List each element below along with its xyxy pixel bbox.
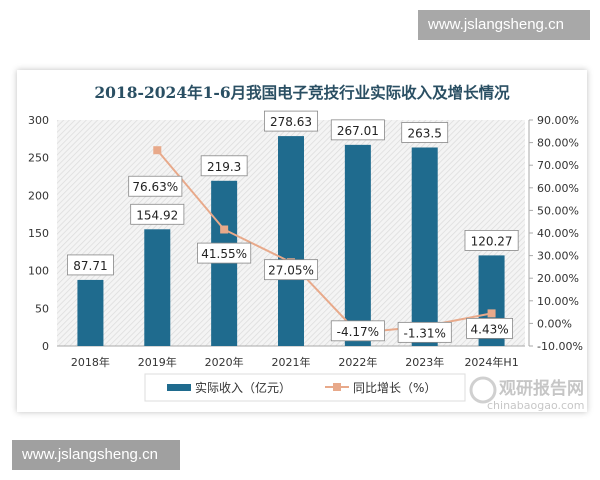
bar-data-label-box	[330, 119, 385, 141]
growth-data-label-box	[330, 320, 385, 342]
watermark-bottom: www.jslangsheng.cn	[12, 440, 180, 470]
left-tick-label: 0	[42, 340, 49, 353]
x-tick-label: 2018年	[71, 355, 110, 369]
left-tick-label: 150	[28, 227, 49, 240]
x-tick-label: 2021年	[272, 355, 311, 369]
legend-bar-swatch	[167, 384, 191, 391]
growth-data-label-box	[197, 242, 252, 264]
x-tick-label: 2022年	[338, 355, 377, 369]
right-tick-label: 50.00%	[537, 204, 579, 217]
growth-data-label: 4.43%	[471, 322, 509, 336]
bar-data-label: 267.01	[337, 124, 379, 138]
legend-bar-label: 实际收入（亿元）	[195, 380, 291, 395]
bar-data-label: 87.71	[73, 259, 107, 273]
growth-marker	[153, 146, 162, 155]
logo-watermark: 观研报告网 chinabaogao.com	[469, 376, 585, 412]
legend-line-label: 同比增长（%）	[353, 381, 436, 395]
growth-data-label-box	[263, 259, 318, 281]
growth-data-label: 76.63%	[132, 180, 178, 194]
right-tick-label: 40.00%	[537, 227, 579, 240]
left-tick-label: 50	[35, 302, 49, 315]
bar	[344, 144, 371, 346]
growth-data-label-box	[128, 175, 183, 197]
right-tick-label: 80.00%	[537, 137, 579, 150]
right-tick-label: 60.00%	[537, 182, 579, 195]
x-tick-label: 2020年	[205, 355, 244, 369]
bar	[411, 147, 438, 346]
logo-name: 观研报告网	[498, 378, 584, 399]
watermark-top: www.jslangsheng.cn	[418, 10, 590, 40]
growth-data-label: 27.05%	[268, 264, 314, 278]
growth-data-label: 41.55%	[201, 247, 247, 261]
left-tick-label: 100	[28, 265, 49, 278]
legend-line-swatch	[333, 383, 341, 391]
bar-data-label-box	[130, 203, 185, 225]
chart-title: 2018-2024年1-6月我国电子竞技行业实际收入及增长情况	[94, 83, 510, 102]
bar-data-label: 219.3	[207, 160, 241, 174]
chart: 2018-2024年1-6月我国电子竞技行业实际收入及增长情况 0 50 100 15…	[28, 83, 585, 412]
bar-data-label-box	[464, 229, 519, 251]
bar-data-label-box	[401, 122, 449, 143]
bar-data-label: 154.92	[136, 208, 178, 222]
bar	[278, 136, 304, 346]
bar	[77, 279, 104, 346]
x-tick-label: 2019年	[138, 355, 177, 369]
legend: 实际收入（亿元） 同比增长（%）	[144, 373, 466, 402]
right-tick-label: -10.00%	[537, 340, 583, 353]
right-tick-label: 70.00%	[537, 159, 579, 172]
x-tick-label: 2024年H1	[464, 355, 518, 369]
chart-card: 2018-2024年1-6月我国电子竞技行业实际收入及增长情况 0 50 100 15…	[17, 70, 587, 412]
growth-data-label-box	[397, 321, 452, 343]
growth-data-label: -1.31%	[403, 326, 445, 340]
bar-data-label-box	[263, 110, 318, 132]
bar-data-label: 278.63	[270, 115, 312, 129]
right-tick-label: 30.00%	[537, 250, 579, 263]
right-tick-label: 20.00%	[537, 272, 579, 285]
bar-data-label: 263.5	[408, 126, 442, 140]
growth-marker	[487, 309, 496, 318]
bar-data-label: 120.27	[471, 234, 513, 248]
left-tick-label: 200	[28, 189, 49, 202]
right-tick-label: 90.00%	[537, 114, 579, 127]
growth-data-label: -4.17%	[337, 325, 379, 339]
growth-marker	[220, 225, 229, 234]
right-tick-label: 0.00%	[537, 317, 572, 330]
logo-url: chinabaogao.com	[487, 399, 585, 412]
left-tick-label: 300	[28, 114, 49, 127]
bar	[144, 229, 171, 346]
bar-data-label-box	[200, 155, 248, 177]
left-tick-label: 250	[28, 152, 49, 165]
right-tick-label: 10.00%	[537, 295, 579, 308]
x-tick-label: 2023年	[405, 355, 444, 369]
bar-data-label-box	[67, 254, 114, 276]
growth-data-label-box	[466, 317, 513, 339]
